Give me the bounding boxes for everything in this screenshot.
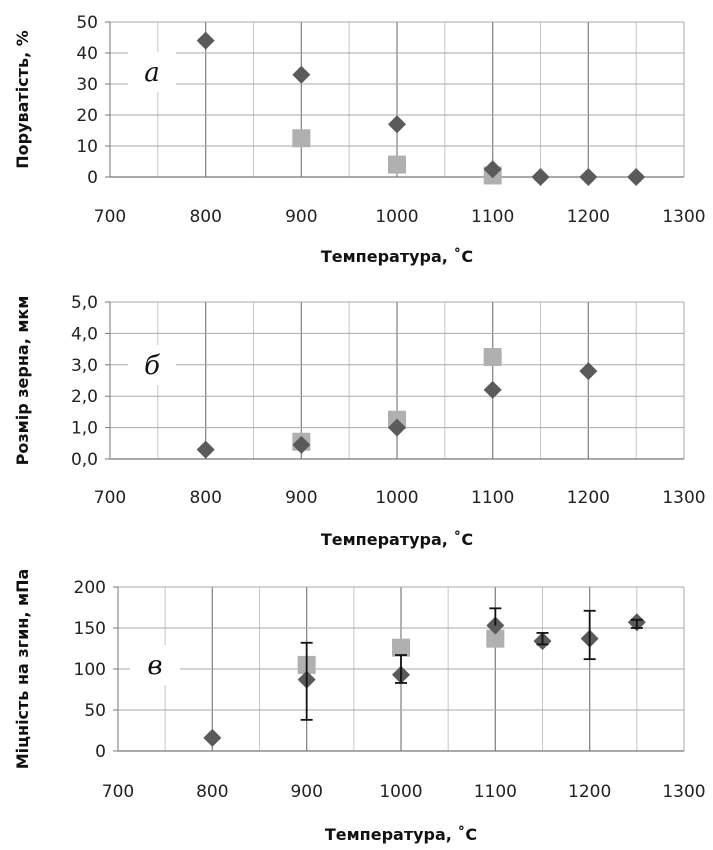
x-axis-label: Температура, ˚С bbox=[321, 247, 473, 266]
x-tick-label: 1100 bbox=[471, 488, 514, 508]
panel-b: 700 800 900 1000 1100 1200 1300 0,0 1,0 2,0 3,0 4,0… bbox=[13, 293, 706, 549]
data-point-diamond bbox=[196, 440, 215, 459]
x-tick-label: 800 bbox=[189, 488, 221, 508]
panel-letter: в bbox=[147, 651, 162, 681]
x-tick-label: 1000 bbox=[375, 488, 418, 508]
x-axis-label: Температура, ˚С bbox=[325, 825, 477, 844]
panel-letter-bg bbox=[130, 645, 180, 685]
data-point-diamond bbox=[388, 115, 406, 134]
y-tick-label: 50 bbox=[76, 13, 98, 33]
x-tick-label: 1300 bbox=[662, 782, 705, 802]
x-tick-label: 1000 bbox=[379, 782, 422, 802]
y-tick-label: 40 bbox=[76, 44, 98, 64]
y-tick-label: 20 bbox=[76, 106, 98, 126]
data-point-square bbox=[483, 347, 502, 366]
data-point-square bbox=[292, 129, 311, 148]
y-tick-label: 1,0 bbox=[71, 419, 98, 439]
panel-letter-bg bbox=[128, 345, 176, 385]
panel-letter-bg bbox=[128, 52, 176, 92]
data-point-diamond bbox=[627, 168, 646, 186]
y-tick-label: 0,0 bbox=[71, 450, 98, 470]
data-point-diamond bbox=[292, 65, 311, 84]
y-tick-label: 200 bbox=[74, 578, 106, 598]
panel-letter: а bbox=[144, 58, 160, 88]
data-point-diamond bbox=[579, 362, 598, 381]
y-axis-label: Розмір зерна, мкм bbox=[13, 296, 32, 466]
x-tick-label: 1100 bbox=[471, 207, 514, 227]
x-tick-label: 1300 bbox=[662, 488, 705, 508]
x-tick-label: 1200 bbox=[567, 207, 610, 227]
x-tick-label: 800 bbox=[196, 782, 228, 802]
y-tick-label: 0 bbox=[87, 168, 98, 188]
x-tick-label: 900 bbox=[285, 488, 317, 508]
x-tick-label: 700 bbox=[94, 488, 126, 508]
x-tick-label: 700 bbox=[102, 782, 134, 802]
data-point-diamond bbox=[483, 160, 502, 179]
x-tick-label: 1300 bbox=[662, 207, 705, 227]
x-tick-label: 700 bbox=[94, 207, 126, 227]
y-tick-label: 10 bbox=[76, 137, 98, 157]
data-point-diamond bbox=[388, 418, 406, 437]
y-axis-label: Міцність на згин, мПа bbox=[13, 569, 32, 770]
y-axis-label: Поруватість, % bbox=[13, 30, 32, 169]
x-tick-label: 800 bbox=[189, 207, 221, 227]
panel-v: 700 800 900 1000 1100 1200 1300 0 50 100 150 200 в Те… bbox=[13, 569, 706, 844]
data-point-diamond bbox=[292, 435, 311, 454]
y-tick-label: 2,0 bbox=[71, 387, 98, 407]
data-point-diamond bbox=[579, 168, 598, 186]
x-tick-label: 1100 bbox=[474, 782, 517, 802]
y-tick-label: 100 bbox=[74, 660, 106, 680]
y-tick-label: 3,0 bbox=[71, 356, 98, 376]
data-point-square bbox=[388, 155, 406, 174]
data-point-square bbox=[486, 629, 505, 648]
data-point-square bbox=[392, 638, 410, 657]
x-axis-label: Температура, ˚С bbox=[321, 530, 473, 549]
x-tick-label: 900 bbox=[285, 207, 317, 227]
panel-letter: б bbox=[144, 351, 160, 381]
data-point-diamond bbox=[196, 31, 215, 50]
x-tick-label: 1200 bbox=[568, 782, 611, 802]
y-tick-label: 5,0 bbox=[71, 293, 98, 313]
data-point-diamond bbox=[203, 728, 222, 747]
x-tick-label: 1000 bbox=[375, 207, 418, 227]
y-tick-label: 4,0 bbox=[71, 324, 98, 344]
y-tick-label: 30 bbox=[76, 75, 98, 95]
data-point-diamond bbox=[531, 168, 550, 186]
y-tick-label: 150 bbox=[74, 619, 106, 639]
x-tick-label: 1200 bbox=[567, 488, 610, 508]
data-point-diamond bbox=[483, 380, 502, 399]
y-tick-label: 50 bbox=[84, 701, 106, 721]
panel-a: 700 800 900 1000 1100 1200 1300 0 10 20 30 40 50 а Тем… bbox=[13, 13, 706, 266]
x-tick-label: 900 bbox=[290, 782, 322, 802]
y-tick-label: 0 bbox=[95, 742, 106, 762]
